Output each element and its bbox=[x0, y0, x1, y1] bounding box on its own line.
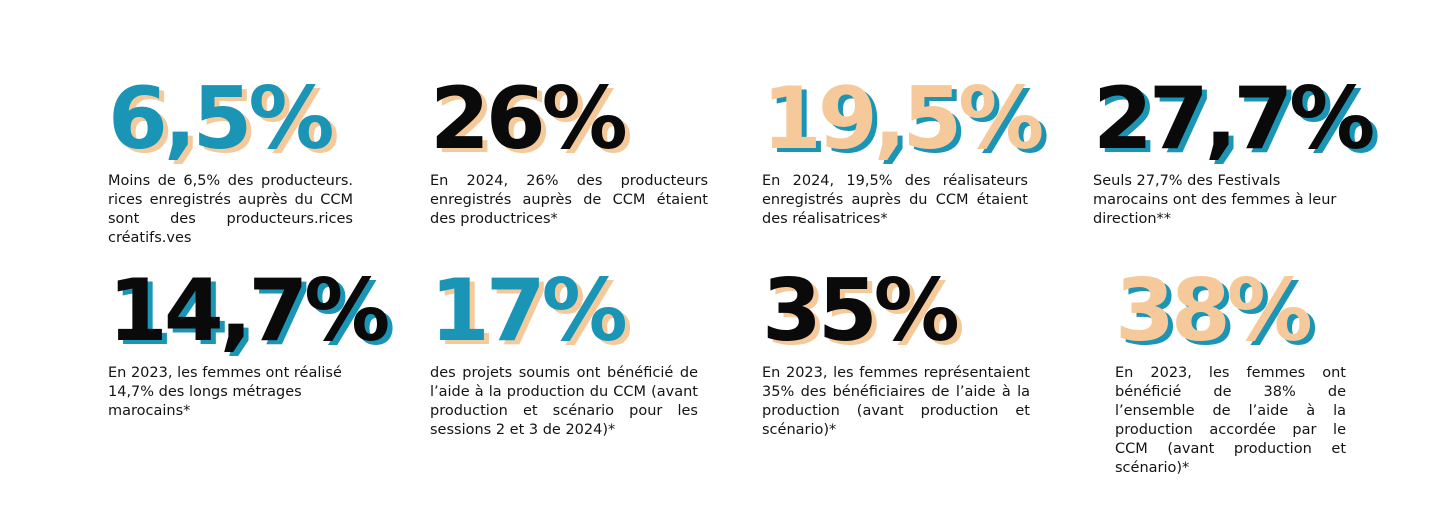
stat-description: En 2024, 26% des producteurs enregistrés… bbox=[430, 173, 708, 227]
stat-card: 14,7% En 2023, les femmes ont réalisé 14… bbox=[108, 261, 390, 421]
stat-value: 38% bbox=[1115, 261, 1313, 361]
stat-value: 17% bbox=[430, 261, 628, 361]
stat-value: 19,5% bbox=[762, 69, 1044, 169]
stat-card: 17% des projets soumis ont bénéficié de … bbox=[430, 268, 698, 440]
stat-value: 6,5% bbox=[108, 69, 335, 169]
stat-card: 35% En 2023, les femmes représentaient 3… bbox=[762, 268, 1030, 440]
stat-description: En 2024, 19,5% des réalisateurs enregist… bbox=[762, 173, 1028, 227]
stat-card: 26% En 2024, 26% des producteurs enregis… bbox=[430, 76, 708, 229]
stat-card: 19,5% En 2024, 19,5% des réalisateurs en… bbox=[762, 69, 1044, 229]
stat-card: 27,7% Seuls 27,7% des Festivals marocain… bbox=[1093, 69, 1375, 229]
stat-description: En 2023, les femmes ont bénéficié de 38%… bbox=[1115, 365, 1346, 476]
stat-description: Seuls 27,7% des Festivals marocains ont … bbox=[1093, 173, 1337, 227]
stat-value: 27,7% bbox=[1093, 69, 1375, 169]
stat-value: 14,7% bbox=[108, 261, 390, 361]
stat-card: 38% En 2023, les femmes ont bénéficié de… bbox=[1115, 268, 1346, 478]
stat-description: En 2023, les femmes représentaient 35% d… bbox=[762, 365, 1030, 438]
stat-value: 26% bbox=[430, 69, 628, 169]
stat-description: des projets soumis ont bénéficié de l’ai… bbox=[430, 365, 698, 438]
stat-description: Moins de 6,5% des producteurs. rices enr… bbox=[108, 173, 353, 246]
stat-description: En 2023, les femmes ont réalisé 14,7% de… bbox=[108, 365, 342, 419]
stat-value: 35% bbox=[762, 261, 960, 361]
stat-card: 6,5% Moins de 6,5% des producteurs. rice… bbox=[108, 76, 353, 248]
